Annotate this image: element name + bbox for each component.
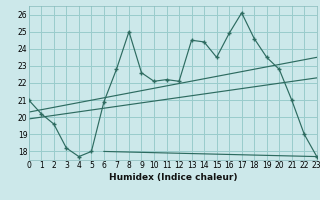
X-axis label: Humidex (Indice chaleur): Humidex (Indice chaleur)	[108, 173, 237, 182]
